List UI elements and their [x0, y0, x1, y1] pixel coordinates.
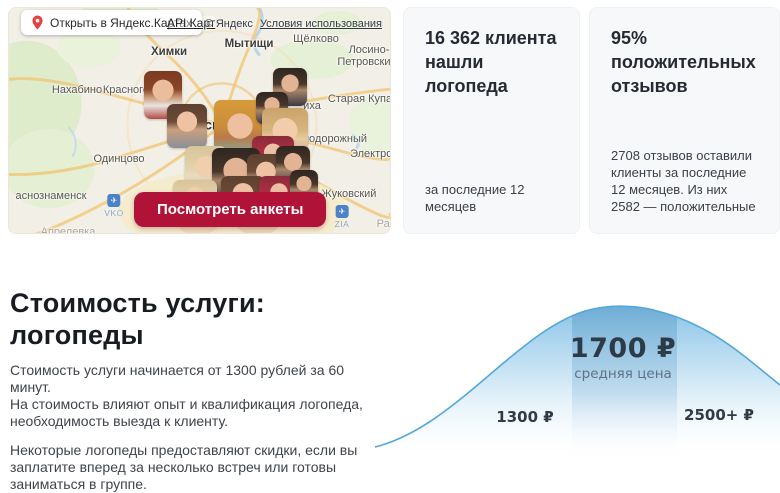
- reviews-stat-footnote: 2708 отзывов оставили клиенты за последн…: [611, 148, 756, 215]
- airport-marker: ✈ VKO: [104, 194, 123, 218]
- map-place-label: Химки: [150, 46, 188, 58]
- pricing-paragraph-2: Некоторые логопеды предоставляют скидки,…: [10, 441, 358, 492]
- pricing-heading: Стоимость услуги: логопеды: [10, 288, 265, 351]
- price-distribution-chart: 1300 ₽ 1700 ₽ средняя цена 2500+ ₽: [375, 295, 780, 460]
- map-place-label: Щёлково: [293, 33, 339, 45]
- map-place-label: Лосино-: [348, 44, 390, 56]
- clients-stat-footnote: за последние 12 месяцев: [425, 182, 525, 215]
- clients-stat-title: 16 362 клиента нашли логопеда: [425, 28, 557, 96]
- map-pin-icon: [32, 15, 43, 30]
- airport-code-label: VKO: [104, 208, 124, 218]
- map-place-label: Петровский: [337, 56, 391, 68]
- pricing-paragraph-1: Стоимость услуги начинается от 1300 рубл…: [10, 362, 363, 430]
- map-place-label: нодорожный: [302, 133, 368, 145]
- map-place-label: Красногор: [102, 84, 156, 96]
- chart-avg-price-caption: средняя цена: [574, 366, 672, 382]
- reviews-stat-title: 95% положительных отзывов: [611, 28, 756, 96]
- airport-code-label: ZIA: [334, 219, 350, 229]
- map-place-label: Мытищи: [224, 38, 274, 50]
- chart-avg-price-value: 1700 ₽: [569, 333, 677, 364]
- view-profiles-button[interactable]: Посмотреть анкеты: [134, 192, 327, 227]
- specialist-avatar[interactable]: [167, 104, 207, 148]
- yandex-copyright-label: © Яндекс: [204, 18, 253, 30]
- yandex-map[interactable]: Мытищи Щёлково Лосино- Петровский Химки Нахаб…: [8, 7, 391, 234]
- map-place-label: Нахабино: [51, 84, 103, 96]
- stat-card-clients: 16 362 клиента нашли логопеда за последн…: [403, 7, 580, 234]
- chart-max-price-label: 2500+ ₽: [684, 406, 754, 424]
- airport-marker: ✈ ZIA: [335, 205, 350, 229]
- map-place-label: Электроугл: [350, 148, 390, 160]
- airplane-icon: ✈: [107, 194, 121, 207]
- map-place-label: Одинцово: [93, 153, 145, 165]
- map-place-label: Жуковский: [321, 188, 377, 200]
- chart-min-price-label: 1300 ₽: [496, 408, 554, 426]
- map-place-label: Рам: [376, 218, 390, 230]
- map-place-label: аснознаменск: [15, 190, 87, 202]
- open-yandex-maps-label: Открыть в Яндекс.Картах: [50, 15, 192, 30]
- map-place-label: Апрелевка: [40, 226, 96, 234]
- terms-of-use-link[interactable]: Условия использования: [259, 18, 382, 30]
- api-maps-link[interactable]: API Карт: [167, 16, 216, 30]
- map-copyright: © Яндекс Условия использования: [205, 18, 382, 30]
- map-place-label: Старая Купавна: [327, 93, 390, 105]
- map-place-label: иха: [303, 100, 321, 112]
- bell-curve: [375, 305, 780, 460]
- open-yandex-maps-button[interactable]: Открыть в Яндекс.Картах: [21, 10, 202, 35]
- airplane-icon: ✈: [335, 205, 349, 218]
- pricing-section: Стоимость услуги: логопеды Стоимость усл…: [10, 287, 385, 493]
- stat-card-reviews: 95% положительных отзывов 2708 отзывов о…: [589, 7, 780, 234]
